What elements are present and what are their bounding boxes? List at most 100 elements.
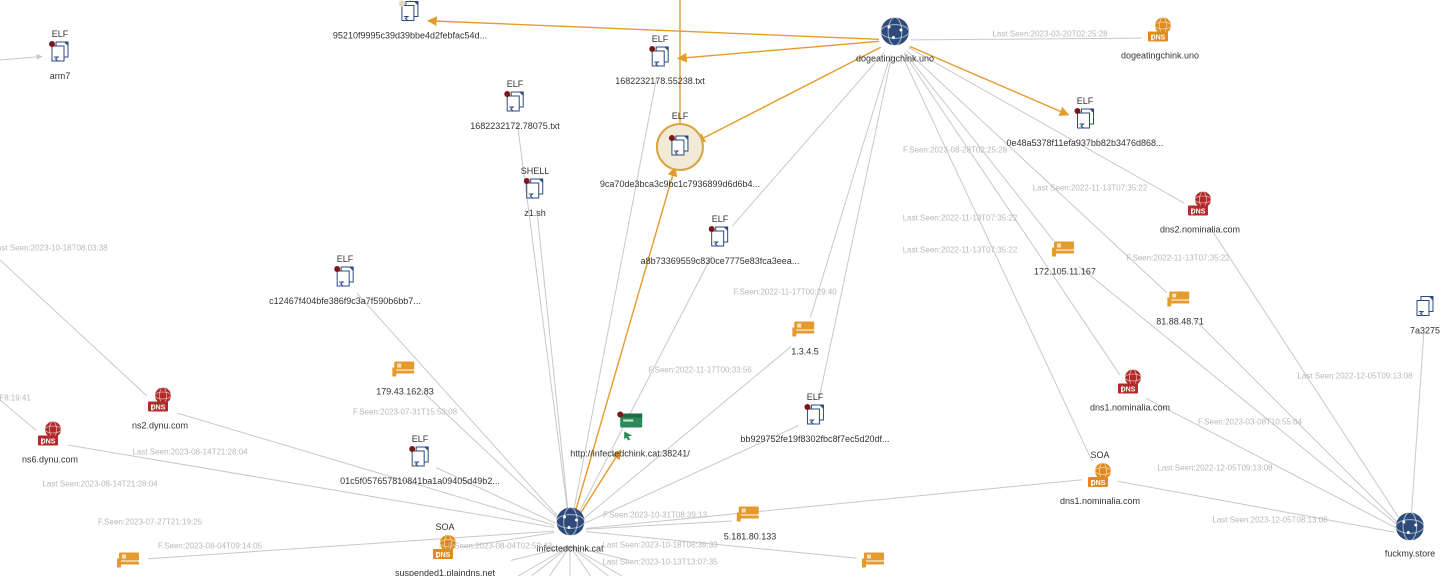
- node-type-label: SOA: [1060, 450, 1140, 460]
- node-label: z1.sh: [521, 208, 550, 218]
- globe-icon: [1395, 512, 1425, 547]
- node-ip172[interactable]: 172.105.11.167: [1034, 234, 1096, 277]
- edge-timestamp-label: F.Seen:2023-07-31T15:53:08: [353, 408, 457, 417]
- ip-card-icon: [117, 545, 143, 576]
- node-label: infectedchink.cat: [536, 544, 603, 554]
- node-hash01c5[interactable]: ELF01c5f057657810841ba1a09405d49b2...: [340, 434, 500, 486]
- file-icon: [334, 265, 356, 294]
- node-type-label: ELF: [340, 434, 500, 444]
- graph-edge: [678, 41, 879, 58]
- node-label: fuckmy.store: [1385, 549, 1435, 559]
- node-label: dogeatingchink.uno: [856, 54, 934, 64]
- node-label: 7a3275: [1410, 326, 1440, 336]
- graph-edge: [537, 210, 568, 514]
- node-type-label: ELF: [470, 79, 560, 89]
- node-dns_dog[interactable]: DNS dogeatingchink.uno: [1121, 16, 1199, 61]
- node-label: 1682232178.55238.txt: [615, 76, 705, 86]
- file-icon: [504, 90, 526, 119]
- node-globe_inf[interactable]: infectedchink.cat: [536, 507, 603, 554]
- node-dns2nom[interactable]: DNS dns2.nominalia.com: [1160, 190, 1240, 235]
- edge-timestamp-label: F.Seen:2023-07-27T21:19:25: [98, 518, 202, 527]
- svg-text:DNS: DNS: [41, 439, 56, 446]
- edge-timestamp-label: Last Seen:2023-03-20T02:25:28: [992, 30, 1107, 39]
- node-ip81[interactable]: 81.88.48.71: [1156, 284, 1204, 327]
- node-type-label: SOA: [395, 522, 495, 532]
- edge-timestamp-label: F.Seen:2022-11-17T00:29:40: [733, 288, 836, 297]
- node-label: 1.3.4.5: [791, 347, 819, 357]
- node-dns1nom_r[interactable]: DNS dns1.nominalia.com: [1090, 368, 1170, 413]
- node-hash95210[interactable]: 95210f9995c39d39bbe4d2febfac54d...: [333, 0, 487, 41]
- node-ip5181[interactable]: 5.181.80.133: [724, 499, 777, 542]
- file-icon: [524, 177, 546, 206]
- node-label: bb929752fe19f8302fbc8f7ec5d20df...: [740, 434, 889, 444]
- node-label: http://infectedchink.cat:38241/: [570, 449, 690, 459]
- edge-timestamp-label: F.Seen:2022-11-17T00:33:56: [648, 366, 751, 375]
- node-hash9ca7[interactable]: ELF9ca70de3bca3c9bc1c7936899d6d6b4...: [600, 111, 760, 189]
- dns-server-icon: DNS: [431, 533, 459, 566]
- edge-timestamp-label: Last Seen:2022-12-05T09:13:08: [1297, 372, 1412, 381]
- graph-edge: [0, 260, 147, 396]
- file-icon: [1414, 295, 1436, 324]
- node-url_http[interactable]: http://infectedchink.cat:38241/: [570, 412, 690, 459]
- node-label: 172.105.11.167: [1034, 267, 1096, 277]
- edge-timestamp-label: Last Seen:2023-08-14T21:28:04: [42, 480, 157, 489]
- node-arm7[interactable]: ELFarm7: [49, 29, 71, 81]
- graph-edge: [1193, 318, 1399, 524]
- dns-server-icon: DNS: [1146, 16, 1174, 49]
- edge-timestamp-label: Last Seen:2022-11-13T07:35:22: [903, 246, 1018, 255]
- svg-text:DNS: DNS: [1151, 35, 1166, 42]
- node-hash7a32[interactable]: 7a3275: [1410, 295, 1440, 336]
- file-icon: [409, 445, 431, 474]
- svg-text:DNS: DNS: [151, 405, 166, 412]
- node-hasha8b7[interactable]: ELF a8b73369559c830ce7775e83fca3eea...: [641, 214, 800, 266]
- edge-timestamp-label: F.Seen:2023-10-31T08:39:13: [603, 511, 707, 520]
- dns-server-icon: DNS: [1116, 368, 1144, 401]
- edge-timestamp-label: Last Seen:2023-10-13T13:07:35: [602, 558, 717, 567]
- graph-edge: [1411, 333, 1424, 519]
- node-label: dns2.nominalia.com: [1160, 225, 1240, 235]
- node-label: a8b73369559c830ce7775e83fca3eea...: [641, 256, 800, 266]
- node-hash1682b[interactable]: ELF 1682232178.55238.txt: [615, 34, 705, 86]
- graph-canvas[interactable]: ELFarm7 95210f9995c39d39bbe4d2febfac54d..…: [0, 0, 1440, 576]
- node-label: dogeatingchink.uno: [1121, 51, 1199, 61]
- node-ns6dynu[interactable]: DNS ns6.dynu.com: [22, 420, 78, 465]
- graph-edge: [586, 480, 1082, 529]
- node-ip179[interactable]: 179.43.162.83: [376, 354, 434, 397]
- node-label: dns1.nominalia.com: [1060, 496, 1140, 506]
- edge-timestamp-label: F.Seen:2023-08-04T09:14:05: [158, 542, 262, 551]
- node-hashc124[interactable]: ELFc12467f404bfe386f9c3a7f590b6bb7...: [269, 254, 421, 306]
- graph-edge: [819, 56, 892, 401]
- url-icon: [616, 412, 644, 447]
- node-hash0e48[interactable]: ELF0e48a5378f11efa937bb82b3476d868...: [1007, 96, 1164, 148]
- svg-text:DNS: DNS: [1191, 209, 1206, 216]
- node-label: 1682232172.78075.txt: [470, 121, 560, 131]
- node-label: 81.88.48.71: [1156, 317, 1204, 327]
- node-hash1682a[interactable]: ELF 1682232172.78075.txt: [470, 79, 560, 131]
- node-type-label: ELF: [615, 34, 705, 44]
- node-label: suspended1.plaindns.net: [395, 568, 495, 576]
- edge-timestamp-label: F.Seen:2023-03-08T10:55:04: [1198, 418, 1302, 427]
- node-type-label: SHELL: [521, 166, 550, 176]
- node-label: 0e48a5378f11efa937bb82b3476d868...: [1007, 138, 1164, 148]
- node-ip_br[interactable]: [862, 545, 888, 576]
- node-dns1nom_soa[interactable]: SOADNSdns1.nominalia.com: [1060, 450, 1140, 506]
- node-hashbb92[interactable]: ELFbb929752fe19f8302fbc8f7ec5d20df...: [740, 392, 889, 444]
- node-ns2dynu[interactable]: DNSns2.dynu.com: [132, 386, 188, 431]
- node-label: ns6.dynu.com: [22, 455, 78, 465]
- edge-timestamp-label: Last Seen:2023-10-18T08:39:33: [602, 541, 717, 550]
- node-ip1345[interactable]: 1.3.4.5: [791, 314, 819, 357]
- ip-card-icon: [1167, 284, 1193, 315]
- graph-edge: [1210, 227, 1401, 521]
- globe-icon: [880, 17, 910, 52]
- graph-edge: [911, 38, 1142, 40]
- svg-text:DNS: DNS: [436, 552, 451, 559]
- node-label: dns1.nominalia.com: [1090, 403, 1170, 413]
- node-z1sh[interactable]: SHELL z1.sh: [521, 166, 550, 218]
- node-type-label: ELF: [641, 214, 800, 224]
- node-label: 95210f9995c39d39bbe4d2febfac54d...: [333, 31, 487, 41]
- node-soa_susp[interactable]: SOA DNS suspended1.plaindns.net: [395, 522, 495, 576]
- node-globe_fuck[interactable]: fuckmy.store: [1385, 512, 1435, 559]
- node-ip_bl[interactable]: [117, 545, 143, 576]
- node-globe_dog[interactable]: dogeatingchink.uno: [856, 17, 934, 64]
- node-type-label: ELF: [269, 254, 421, 264]
